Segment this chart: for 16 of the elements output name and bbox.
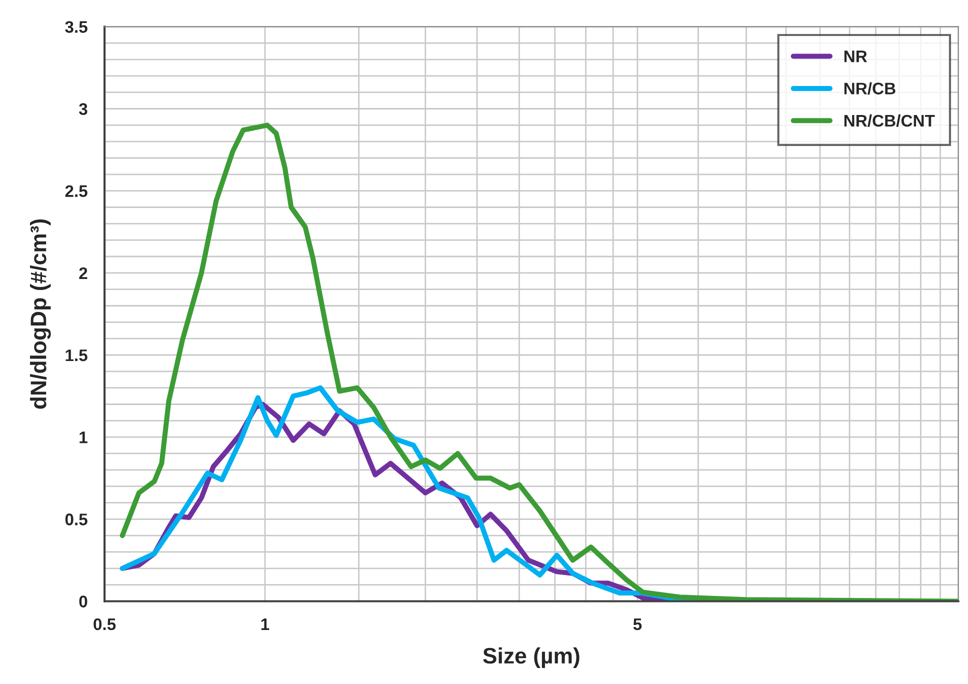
x-tick-label: 5: [633, 618, 642, 630]
legend-label: NR/CB/CNT: [844, 114, 935, 127]
x-axis-title: Size (µm): [483, 647, 580, 668]
x-tick-label: 1: [261, 618, 270, 630]
y-tick-label: 0.5: [65, 514, 88, 526]
y-tick-label: 3: [78, 103, 88, 115]
y-tick-label: 2: [79, 267, 88, 279]
y-tick-label: 3.5: [65, 21, 88, 33]
y-tick-label: 1.5: [66, 350, 88, 362]
y-tick-label: 0: [79, 596, 88, 608]
y-tick-label: 2.5: [65, 185, 88, 198]
x-tick-label: 0.5: [94, 618, 116, 630]
y-tick-label: 1: [80, 432, 88, 444]
legend-label: NR/CB: [844, 82, 896, 95]
legend-label: NR: [844, 50, 868, 62]
y-axis-title: dN/dlogDp (#/cm³): [30, 219, 51, 409]
